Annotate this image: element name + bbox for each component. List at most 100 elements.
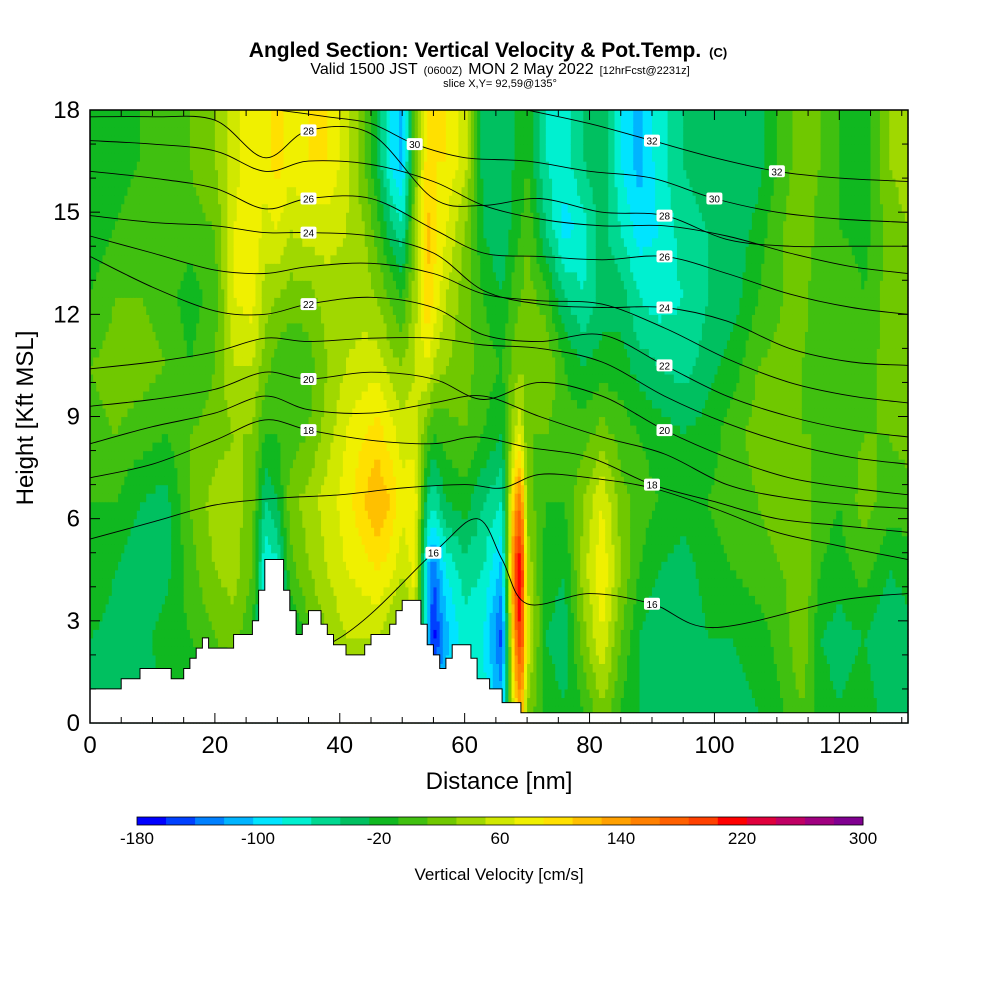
velocity-cell [149, 399, 154, 409]
velocity-cell [114, 493, 119, 503]
velocity-cell [139, 186, 144, 196]
velocity-cell [280, 459, 285, 469]
velocity-cell [299, 356, 303, 367]
velocity-cell [130, 110, 135, 120]
velocity-cell [146, 246, 150, 256]
velocity-cell [96, 527, 100, 537]
velocity-cell [164, 237, 169, 247]
velocity-cell [124, 433, 129, 443]
velocity-cell [292, 552, 297, 562]
velocity-cell [286, 433, 291, 443]
velocity-cell [277, 425, 282, 435]
velocity-cell [242, 390, 247, 401]
velocity-cell [296, 518, 300, 528]
velocity-cell [90, 416, 94, 426]
velocity-cell [111, 152, 116, 162]
velocity-cell [239, 612, 244, 622]
velocity-cell [202, 535, 207, 545]
velocity-cell [146, 416, 150, 426]
velocity-cell [171, 407, 175, 418]
velocity-cell [271, 416, 275, 426]
velocity-cell [133, 501, 138, 511]
velocity-cell [227, 144, 232, 154]
velocity-cell [208, 450, 213, 460]
velocity-cell [242, 195, 247, 205]
velocity-cell [108, 544, 113, 554]
velocity-cell [242, 322, 247, 332]
velocity-cell [155, 203, 160, 213]
velocity-cell [186, 127, 191, 137]
velocity-cell [261, 518, 266, 528]
velocity-cell [252, 356, 257, 367]
velocity-cell [124, 493, 129, 503]
velocity-cell [114, 612, 119, 622]
velocity-cell [249, 127, 253, 137]
velocity-cell [189, 373, 194, 384]
velocity-cell [246, 118, 250, 128]
velocity-cell [146, 161, 150, 171]
velocity-cell [180, 161, 185, 171]
velocity-cell [224, 135, 228, 145]
velocity-cell [114, 484, 119, 494]
velocity-cell [90, 305, 94, 315]
velocity-cell [90, 373, 94, 384]
velocity-cell [189, 195, 194, 205]
velocity-cell [130, 459, 135, 469]
velocity-cell [99, 671, 104, 682]
velocity-cell [202, 288, 207, 298]
velocity-cell [242, 356, 247, 367]
velocity-cell [274, 127, 278, 137]
velocity-cell [96, 229, 100, 239]
velocity-cell [105, 144, 110, 154]
velocity-cell [233, 135, 238, 145]
velocity-cell [208, 246, 213, 256]
velocity-cell [114, 501, 119, 511]
velocity-cell [214, 595, 219, 605]
velocity-cell [264, 178, 269, 188]
velocity-cell [277, 365, 282, 375]
velocity-cell [233, 535, 238, 545]
velocity-cell [208, 535, 213, 545]
velocity-cell [202, 569, 207, 579]
velocity-cell [221, 229, 225, 239]
velocity-cell [224, 459, 228, 469]
velocity-cell [96, 646, 100, 656]
velocity-cell [102, 203, 107, 213]
velocity-cell [199, 390, 203, 401]
velocity-cell [286, 135, 291, 145]
velocity-cell [280, 348, 285, 358]
velocity-cell [130, 620, 135, 630]
velocity-cell [143, 552, 147, 562]
velocity-cell [205, 612, 210, 622]
velocity-cell [205, 186, 210, 196]
velocity-cell [236, 416, 241, 426]
velocity-cell [114, 663, 119, 673]
velocity-cell [108, 280, 113, 290]
velocity-cell [199, 203, 203, 213]
velocity-cell [246, 612, 250, 622]
velocity-cell [233, 246, 238, 256]
velocity-cell [267, 518, 272, 528]
velocity-cell [158, 578, 163, 588]
velocity-cell [93, 493, 97, 503]
velocity-cell [155, 433, 160, 443]
velocity-cell [139, 407, 144, 418]
velocity-cell [277, 348, 282, 358]
velocity-cell [146, 356, 150, 367]
velocity-cell [233, 288, 238, 298]
velocity-cell [218, 246, 222, 256]
velocity-cell [227, 510, 232, 520]
velocity-cell [255, 127, 260, 137]
velocity-cell [199, 118, 203, 128]
velocity-cell [93, 569, 97, 579]
velocity-cell [202, 127, 207, 137]
velocity-cell [277, 127, 282, 137]
velocity-cell [124, 586, 129, 596]
velocity-cell [180, 654, 185, 664]
velocity-cell [149, 288, 154, 298]
velocity-cell [118, 297, 122, 307]
velocity-cell [180, 254, 185, 264]
velocity-cell [299, 365, 303, 375]
velocity-cell [230, 322, 235, 332]
velocity-cell [196, 578, 200, 588]
